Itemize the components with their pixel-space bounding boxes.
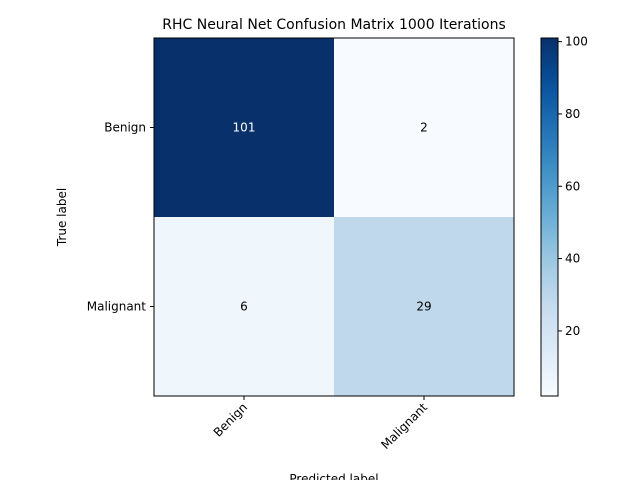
matrix-cell: [154, 38, 334, 217]
cell-value-label: 6: [240, 300, 248, 314]
colorbar-tick-label: 80: [565, 107, 580, 121]
colorbar-tick-label: 100: [565, 35, 588, 49]
cell-value-label: 2: [420, 121, 428, 135]
matrix-cells: [154, 38, 514, 396]
cell-value-label: 29: [416, 300, 431, 314]
x-axis-ticks: Benign Malignant: [211, 396, 430, 452]
plot-frame: [153, 37, 515, 397]
y-axis-ticks: Benign Malignant: [87, 121, 154, 314]
colorbar-tick-label: 20: [565, 324, 580, 338]
y-tick-label: Malignant: [87, 300, 147, 314]
x-axis-label: Predicted label: [289, 472, 378, 480]
chart-title: RHC Neural Net Confusion Matrix 1000 Ite…: [162, 17, 506, 33]
colorbar-tick-label: 40: [565, 252, 580, 266]
matrix-cell: [334, 38, 514, 217]
cell-value-label: 101: [233, 121, 256, 135]
y-axis-label: True label: [55, 188, 69, 247]
matrix-cell: [334, 217, 514, 396]
colorbar-gradient: [540, 37, 559, 397]
cell-value-labels: 101 2 6 29: [233, 121, 432, 314]
y-tick-label: Benign: [104, 121, 146, 135]
x-tick-label: Benign: [211, 400, 250, 439]
colorbar-tick-label: 60: [565, 179, 580, 193]
matrix-cell: [154, 217, 334, 396]
colorbar: 20 40 60 80 100: [540, 35, 588, 397]
x-tick-label: Malignant: [378, 400, 430, 452]
